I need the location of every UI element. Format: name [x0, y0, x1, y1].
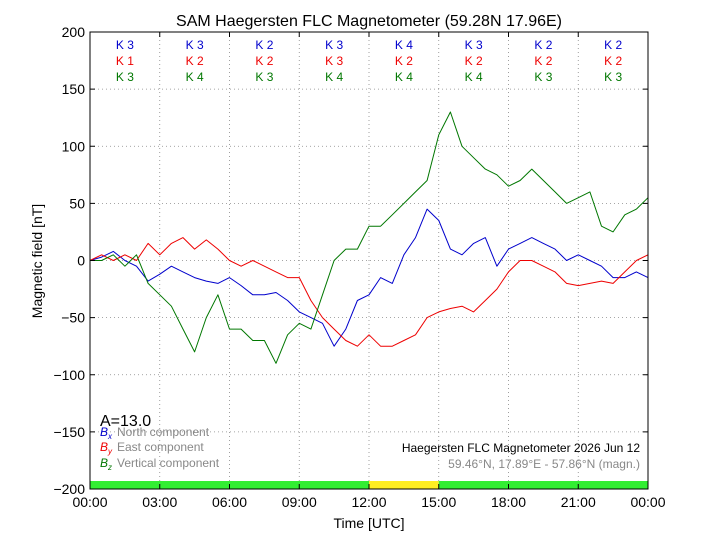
x-tick-label-0: 00:00	[72, 494, 107, 510]
legend-item-north: Bx North component	[100, 425, 210, 441]
y-tick-label-2: −100	[53, 367, 85, 383]
status-segment-2	[438, 481, 648, 489]
k-index-by-6: K 2	[534, 54, 552, 68]
x-tick-label-8: 00:00	[630, 494, 665, 510]
k-index-bx-5: K 3	[465, 38, 483, 52]
k-index-bz-5: K 4	[465, 70, 483, 84]
k-index-bx-1: K 3	[186, 38, 204, 52]
k-index-bz-1: K 4	[186, 70, 204, 84]
x-tick-label-1: 03:00	[142, 494, 177, 510]
k-index-bz-4: K 4	[395, 70, 413, 84]
y-tick-label-8: 200	[62, 24, 86, 40]
y-axis-label: Magnetic field [nT]	[29, 204, 45, 318]
k-index-bx-4: K 4	[395, 38, 413, 52]
x-tick-label-7: 21:00	[561, 494, 596, 510]
x-tick-label-6: 18:00	[491, 494, 526, 510]
legend-label-north: North component	[117, 425, 210, 439]
y-tick-label-4: 0	[77, 253, 85, 269]
axis-ticks: 00:00 03:00 06:00 09:00 12:00 15:00 18:00 21:00…	[53, 24, 665, 510]
station-info-title: Haegersten FLC Magnetometer 2026 Jun 12	[402, 441, 640, 455]
k-index-by-4: K 2	[395, 54, 413, 68]
k-index-by-2: K 2	[255, 54, 273, 68]
legend: Bx North component By East component Bz …	[100, 425, 220, 472]
x-tick-label-3: 09:00	[282, 494, 317, 510]
series-bx-line	[89, 208, 649, 347]
series-bz-line	[90, 111, 649, 364]
k-index-by-1: K 2	[186, 54, 204, 68]
legend-label-vertical: Vertical component	[117, 456, 220, 470]
y-tick-label-5: 50	[69, 195, 85, 211]
k-index-bz-3: K 4	[325, 70, 343, 84]
series-by-line	[89, 237, 649, 347]
series-layer	[89, 111, 649, 364]
k-index-bx-2: K 2	[255, 38, 273, 52]
station-info-coordinates: 59.46°N, 17.89°E - 57.86°N (magn.)	[448, 457, 640, 471]
k-index-bz-0: K 3	[116, 70, 134, 84]
chart-title: SAM Haegersten FLC Magnetometer (59.28N …	[176, 13, 562, 30]
k-index-bx-3: K 3	[325, 38, 343, 52]
y-tick-label-6: 100	[62, 138, 86, 154]
y-tick-label-3: −50	[61, 310, 85, 326]
status-segment-1	[369, 481, 439, 489]
x-axis-label: Time [UTC]	[333, 515, 404, 531]
k-index-by-0: K 1	[116, 54, 134, 68]
y-tick-label-7: 150	[62, 81, 86, 97]
legend-label-east: East component	[117, 440, 204, 454]
legend-item-vertical: Bz Vertical component	[100, 456, 220, 472]
activity-index: A=13.0	[100, 413, 151, 430]
k-index-bx-7: K 2	[604, 38, 622, 52]
k-index-by-3: K 3	[325, 54, 343, 68]
y-tick-label-0: −200	[53, 481, 85, 497]
y-tick-label-1: −150	[53, 424, 85, 440]
k-index-bz-6: K 3	[534, 70, 552, 84]
x-tick-label-5: 15:00	[421, 494, 456, 510]
x-tick-label-4: 12:00	[351, 494, 386, 510]
k-index-bx-0: K 3	[116, 38, 134, 52]
k-index-bz-2: K 3	[255, 70, 273, 84]
k-index-by-5: K 2	[465, 54, 483, 68]
x-tick-label-2: 06:00	[212, 494, 247, 510]
k-index-by-7: K 2	[604, 54, 622, 68]
k-index-bz-7: K 3	[604, 70, 622, 84]
k-index-table: K 3 K 3 K 2 K 3 K 4 K 3 K 2 K 2 K 1 K 2 K 2 K 3 K 2 K…	[116, 38, 623, 84]
k-index-bx-6: K 2	[534, 38, 552, 52]
